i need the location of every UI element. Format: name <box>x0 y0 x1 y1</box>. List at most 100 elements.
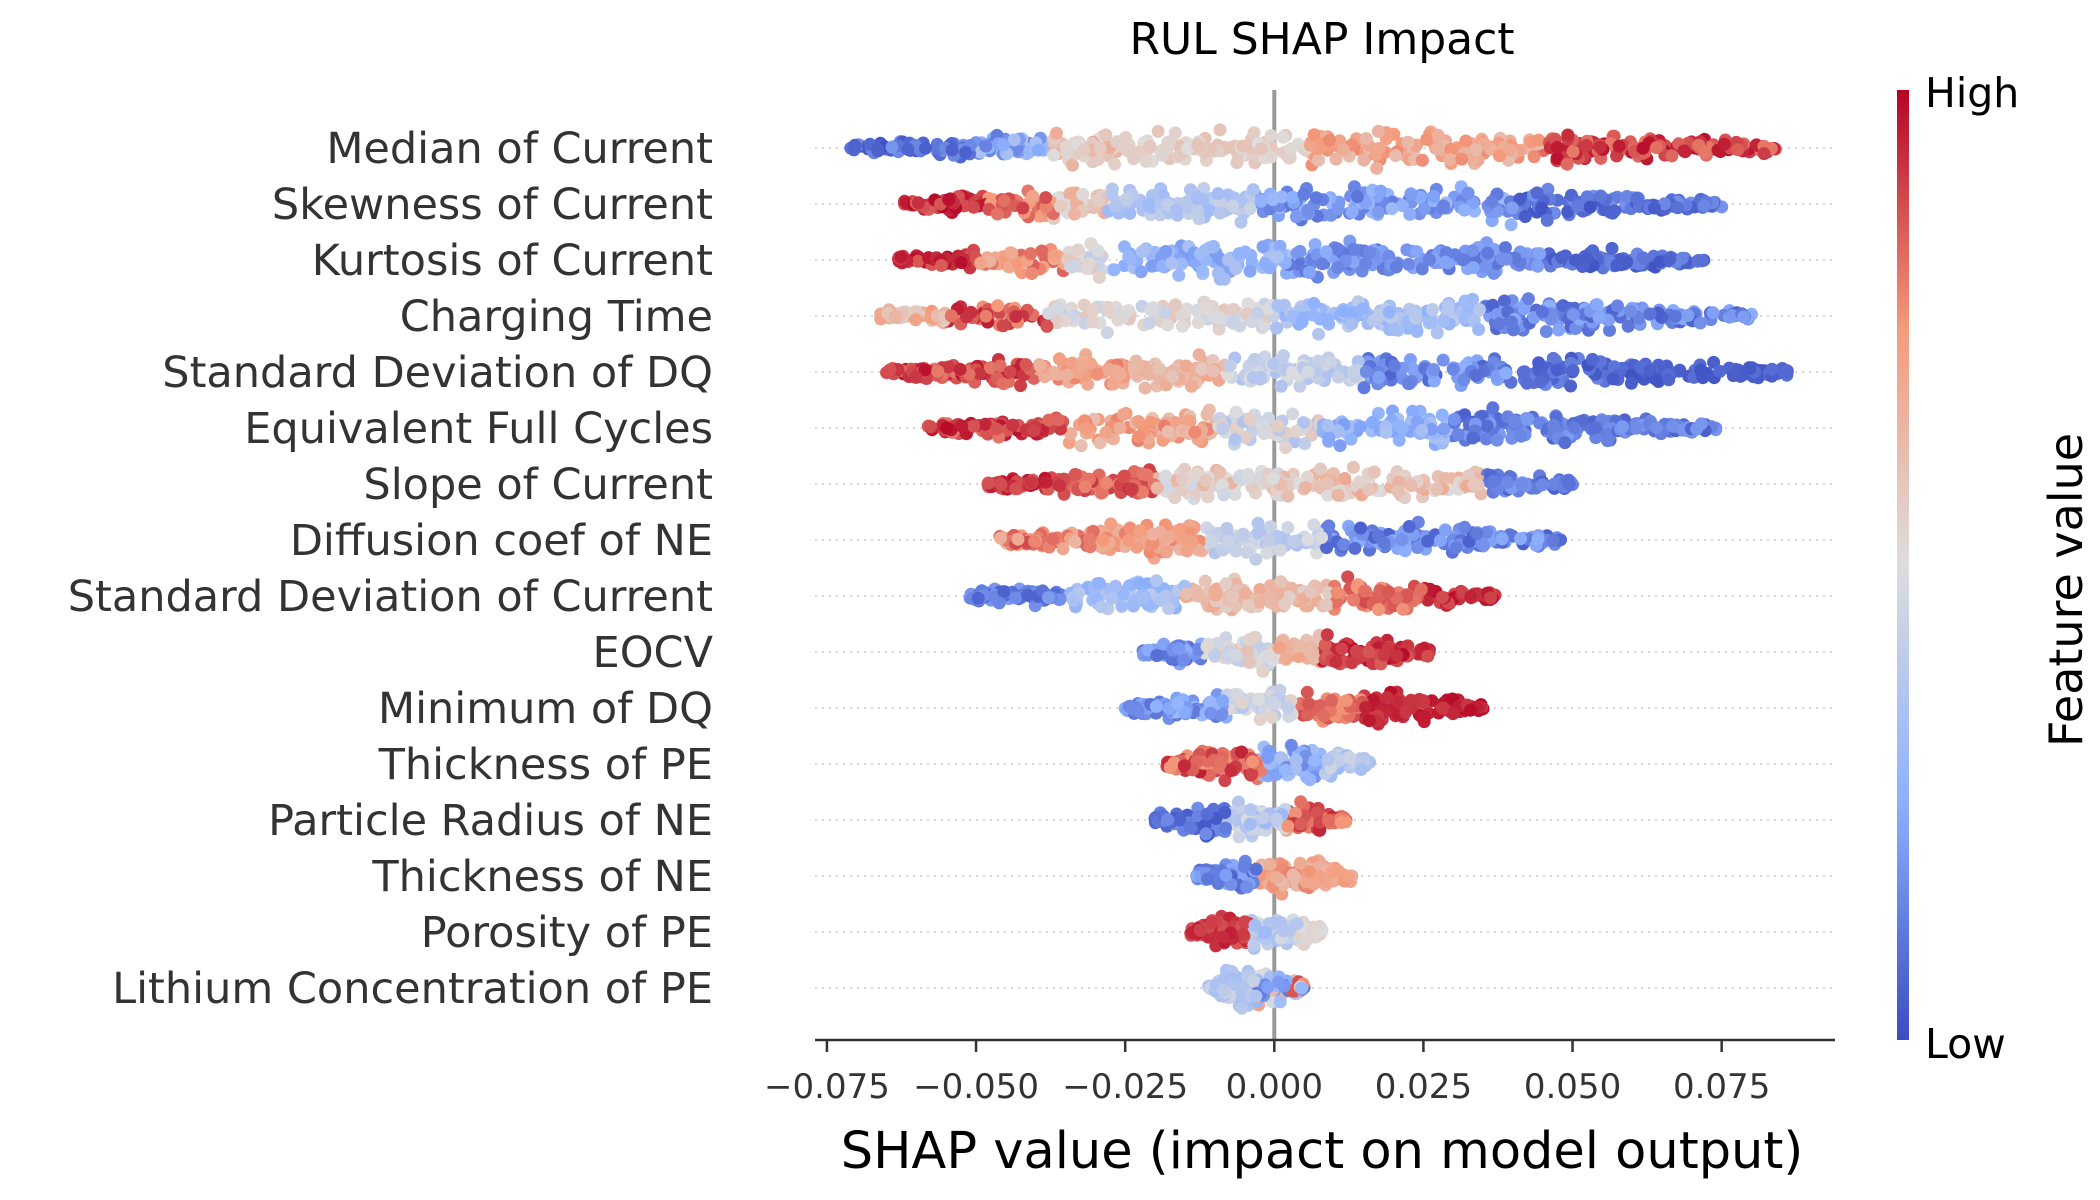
shap-point <box>1241 599 1255 613</box>
shap-point <box>1047 249 1061 263</box>
shap-point <box>1177 653 1190 667</box>
shap-point <box>1514 429 1528 443</box>
shap-point <box>1307 128 1321 142</box>
shap-point <box>1302 644 1316 658</box>
shap-point <box>1421 649 1435 663</box>
shap-point <box>1527 150 1541 164</box>
shap-point <box>1271 250 1284 264</box>
shap-point <box>1731 143 1745 157</box>
shap-point <box>1424 315 1438 329</box>
feature-points-row <box>1118 683 1490 731</box>
shap-point <box>1441 298 1455 312</box>
shap-point <box>1046 532 1060 546</box>
shap-point <box>1003 365 1017 379</box>
shap-point <box>1534 375 1548 389</box>
shap-point <box>1389 260 1403 274</box>
shap-point <box>1206 364 1220 378</box>
shap-point <box>1345 317 1359 331</box>
shap-point <box>1175 531 1188 545</box>
shap-point <box>1161 318 1175 332</box>
shap-point <box>990 207 1004 221</box>
shap-point <box>1456 253 1470 267</box>
shap-point <box>1006 418 1020 432</box>
shap-point <box>1357 153 1371 167</box>
feature-points-row <box>1160 738 1377 788</box>
shap-point <box>909 313 923 327</box>
shap-point <box>1122 250 1136 264</box>
shap-point <box>1492 317 1506 331</box>
shap-point <box>1653 255 1667 269</box>
shap-point <box>1390 649 1404 663</box>
shap-point <box>1168 491 1182 505</box>
feature-points-row <box>844 123 1782 175</box>
shap-point <box>1533 247 1546 261</box>
shap-point <box>993 359 1007 373</box>
shap-point <box>1242 656 1256 669</box>
shap-point <box>1026 189 1040 203</box>
shap-point <box>1558 436 1572 450</box>
shap-point <box>1671 201 1685 215</box>
shap-point <box>942 193 956 207</box>
shap-point <box>1486 401 1500 415</box>
shap-point <box>1321 477 1334 491</box>
shap-point <box>979 139 993 153</box>
shap-point <box>1695 254 1709 268</box>
shap-point <box>1091 194 1105 208</box>
shap-point <box>1234 215 1248 229</box>
shap-point <box>1042 413 1056 427</box>
shap-point <box>1391 484 1405 498</box>
shap-point <box>1104 517 1118 531</box>
shap-point <box>1256 240 1270 254</box>
shap-point <box>1620 190 1634 203</box>
shap-point <box>1024 475 1038 489</box>
shap-point <box>1547 418 1560 432</box>
shap-point <box>1546 534 1560 547</box>
shap-point <box>1363 245 1377 259</box>
shap-point <box>1134 265 1148 279</box>
shap-point <box>1593 140 1607 154</box>
shap-point <box>1438 255 1452 269</box>
shap-point <box>1247 126 1261 140</box>
shap-point <box>1362 714 1376 728</box>
shap-point <box>1152 362 1166 376</box>
shap-point <box>1298 481 1312 494</box>
shap-point <box>1320 313 1334 327</box>
shap-point <box>1129 354 1143 368</box>
shap-point <box>1039 200 1053 214</box>
shap-point <box>1331 370 1345 384</box>
shap-point <box>1341 570 1355 584</box>
shap-point <box>1586 352 1599 366</box>
shap-point <box>1757 147 1771 161</box>
shap-point <box>1175 319 1189 333</box>
shap-point <box>1339 694 1353 708</box>
shap-point <box>1092 576 1106 590</box>
shap-point <box>1308 238 1322 251</box>
shap-point <box>1498 241 1512 255</box>
shap-point <box>1348 541 1362 555</box>
shap-point <box>1162 530 1176 544</box>
shap-point <box>996 377 1010 391</box>
shap-point <box>1216 694 1230 708</box>
feature-points-row <box>1148 795 1353 844</box>
shap-point <box>1437 199 1450 213</box>
shap-point <box>1345 205 1359 219</box>
shap-point <box>1560 157 1574 171</box>
shap-point <box>971 591 985 605</box>
shap-point <box>1447 412 1461 426</box>
shap-point <box>1306 308 1319 322</box>
shap-point <box>1240 471 1254 485</box>
shap-point <box>1337 143 1350 157</box>
shap-point <box>1650 421 1664 435</box>
shap-point <box>1262 533 1276 547</box>
shap-point <box>1606 206 1620 220</box>
shap-point <box>1143 303 1157 316</box>
shap-point <box>1338 472 1352 485</box>
shap-point <box>1264 520 1278 534</box>
shap-point <box>1449 541 1463 554</box>
shap-point <box>1238 587 1252 601</box>
shap-point <box>1068 535 1082 549</box>
shap-point <box>1495 532 1509 546</box>
shap-point <box>1369 148 1383 162</box>
shap-point <box>1437 422 1451 436</box>
shap-point <box>1314 462 1327 476</box>
